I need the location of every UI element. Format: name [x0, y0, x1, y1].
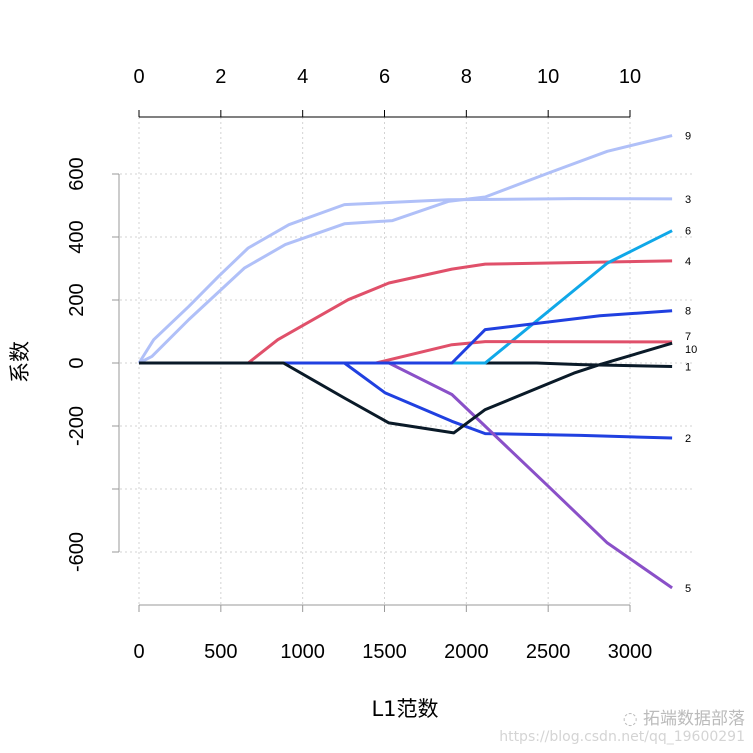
series-line-4: [139, 259, 673, 365]
series-line-5: [139, 361, 673, 590]
x-tick-label: 1000: [280, 641, 325, 663]
x-tick-label: 0: [133, 641, 144, 663]
series-label-6: 6: [685, 226, 691, 238]
y-tick-label: 200: [66, 283, 88, 316]
x-tick-label: 2500: [526, 641, 571, 663]
series-line-9: [138, 134, 673, 365]
y-tick-label: -200: [66, 406, 88, 446]
series-label-7: 7: [685, 331, 691, 343]
y-tick-label: 400: [66, 220, 88, 253]
top-tick-label: 8: [461, 66, 472, 88]
watermark: ◌ 拓端数据部落 https://blog.csdn.net/qq_196002…: [499, 704, 745, 745]
grid: [120, 117, 692, 605]
top-tick-label: 6: [379, 66, 390, 88]
wechat-icon: ◌: [622, 709, 643, 729]
y-axis-label: 系数: [8, 341, 32, 383]
top-tick-label: 2: [215, 66, 226, 88]
series-label-1: 1: [685, 362, 691, 374]
x-tick-label: 3000: [608, 641, 653, 663]
series-label-10: 10: [685, 344, 697, 356]
series-lines: [137, 134, 673, 590]
y-tick-label: 0: [66, 357, 88, 368]
top-tick-label: 4: [297, 66, 308, 88]
series-label-2: 2: [685, 433, 691, 445]
x-axis-label: L1范数: [371, 697, 438, 721]
top-tick-label: 10: [619, 66, 641, 88]
y-tick-label: -600: [66, 532, 88, 572]
x-tick-label: 2000: [444, 641, 489, 663]
watermark-url: https://blog.csdn.net/qq_19600291: [499, 729, 745, 745]
series-label-3: 3: [685, 194, 691, 206]
series-label-8: 8: [685, 306, 691, 318]
x-tick-label: 1500: [362, 641, 407, 663]
x-tick-label: 500: [204, 641, 237, 663]
series-line-10: [139, 341, 673, 435]
series-line-7: [139, 340, 673, 365]
watermark-brand: ◌ 拓端数据部落: [622, 709, 745, 729]
series-labels: 9 3 6 4 8 710 1 2 5: [685, 131, 697, 595]
y-tick-label: 600: [66, 157, 88, 190]
series-line-8: [139, 309, 673, 365]
series-label-5: 5: [685, 583, 691, 595]
series-label-9: 9: [685, 131, 691, 143]
series-label-4: 4: [685, 256, 691, 268]
top-tick-label: 0: [133, 66, 144, 88]
series-line-3: [137, 197, 673, 364]
top-tick-label: 10: [537, 66, 559, 88]
